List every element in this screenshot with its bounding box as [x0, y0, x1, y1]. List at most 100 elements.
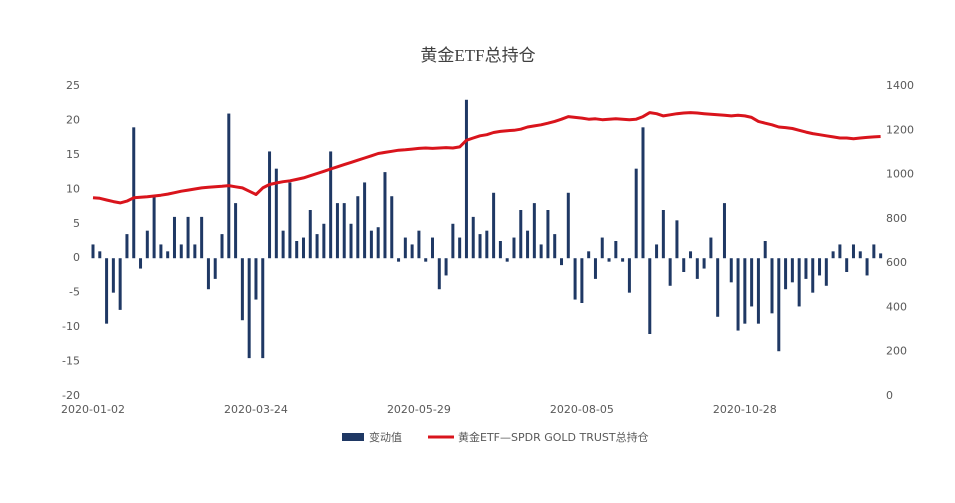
bar	[532, 203, 536, 259]
bar	[709, 237, 713, 259]
bar	[865, 258, 869, 276]
bar	[437, 258, 441, 290]
bar	[784, 258, 788, 290]
bar	[621, 258, 625, 262]
bar	[118, 258, 122, 310]
bar	[485, 230, 489, 259]
bar	[770, 258, 774, 314]
bar	[200, 216, 204, 259]
bar	[186, 216, 190, 259]
bar	[675, 220, 679, 259]
bar	[512, 237, 516, 259]
bar	[661, 210, 665, 259]
bar	[132, 127, 136, 259]
bar	[546, 210, 550, 259]
bar	[301, 237, 305, 259]
bar	[797, 258, 801, 307]
bar	[288, 182, 292, 259]
bar	[329, 151, 333, 259]
bar	[634, 168, 638, 259]
bar	[614, 241, 618, 259]
bar	[213, 258, 217, 279]
bar	[356, 196, 360, 259]
bar	[105, 258, 109, 324]
bar	[811, 258, 815, 293]
y-tick-label: 0	[73, 251, 80, 264]
y-tick-label: 5	[73, 217, 80, 230]
bar	[655, 244, 659, 259]
bar	[695, 258, 699, 279]
bar	[498, 241, 502, 259]
bar	[206, 258, 210, 290]
bar	[139, 258, 143, 269]
bar	[397, 258, 401, 262]
bar	[172, 216, 176, 259]
bar	[111, 258, 115, 293]
bar	[179, 244, 183, 259]
x-tick-label: 2020-03-24	[224, 403, 288, 416]
bar	[845, 258, 849, 272]
y-tick-label: 20	[66, 113, 80, 126]
bar	[593, 258, 597, 279]
legend-label: 变动值	[369, 430, 402, 444]
bar	[879, 253, 883, 259]
bar	[560, 258, 564, 266]
bar	[274, 168, 278, 259]
bar	[335, 203, 339, 259]
bar	[145, 230, 149, 259]
x-tick-label: 2020-05-29	[387, 403, 451, 416]
y2-tick-label: 400	[886, 300, 907, 313]
bar	[851, 244, 855, 259]
bar	[702, 258, 706, 269]
y2-tick-label: 1200	[886, 123, 914, 136]
bar	[464, 99, 468, 259]
bar	[763, 241, 767, 259]
bar	[234, 203, 238, 259]
bar	[363, 182, 367, 259]
y-tick-label: 10	[66, 182, 80, 195]
bar	[641, 127, 645, 259]
y-tick-label: 25	[66, 79, 80, 92]
y2-tick-label: 200	[886, 345, 907, 358]
bar	[471, 216, 475, 259]
bar	[689, 251, 693, 259]
bar	[91, 244, 95, 259]
bar	[458, 237, 462, 259]
bar	[566, 192, 570, 259]
bar	[824, 258, 828, 286]
bar	[750, 258, 754, 307]
bar	[281, 230, 285, 259]
bar	[268, 151, 272, 259]
bar	[587, 251, 591, 259]
bar	[98, 251, 102, 259]
bar	[743, 258, 747, 324]
chart-title: 黄金ETF总持仓	[420, 46, 535, 65]
bar	[254, 258, 258, 300]
bar	[431, 237, 434, 259]
bar	[519, 210, 523, 259]
bar	[159, 244, 163, 259]
bar	[526, 230, 530, 259]
y-tick-label: -20	[62, 389, 80, 402]
bar	[722, 203, 726, 259]
bar	[349, 223, 353, 259]
bar	[125, 234, 129, 259]
bar	[804, 258, 808, 279]
bar	[369, 230, 373, 259]
x-tick-label: 2020-01-02	[61, 403, 125, 416]
y-tick-label: 15	[66, 148, 80, 161]
bar	[777, 258, 781, 352]
bar	[315, 234, 319, 259]
y2-tick-label: 1000	[886, 168, 914, 181]
bar	[240, 258, 244, 321]
y2-tick-label: 0	[886, 389, 893, 402]
bar	[756, 258, 760, 324]
bar	[376, 227, 380, 259]
bar	[166, 251, 170, 259]
bar	[607, 258, 611, 262]
bar	[858, 251, 862, 259]
bar	[424, 258, 428, 262]
bar	[573, 258, 577, 300]
bar	[729, 258, 733, 283]
